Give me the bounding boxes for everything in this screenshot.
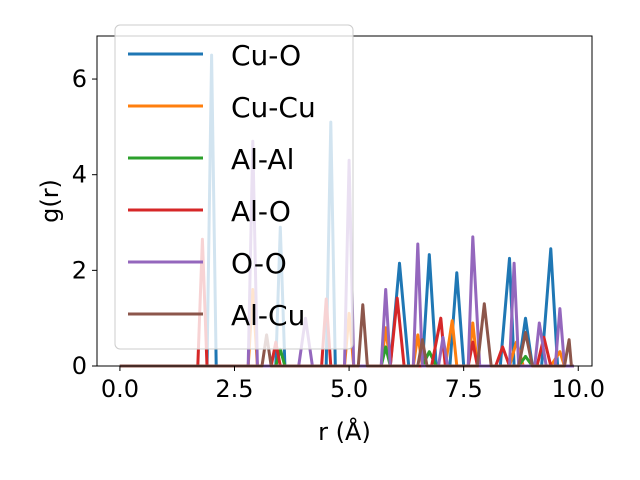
x-tick-label: 0.0 xyxy=(101,375,139,403)
legend: Cu-O Cu-Cu Al-Al Al-O O-O Al-Cu xyxy=(114,24,354,350)
y-axis-ticks: 0 2 4 6 xyxy=(72,65,97,380)
legend-items: Cu-O Cu-Cu Al-Al Al-O O-O Al-Cu xyxy=(128,39,316,332)
x-axis-label: r (Å) xyxy=(318,417,371,446)
y-tick-label: 0 xyxy=(72,352,87,380)
legend-label-o-o: O-O xyxy=(231,247,287,280)
y-tick-label: 4 xyxy=(72,161,87,189)
x-tick-label: 5.0 xyxy=(330,375,368,403)
legend-label-al-cu: Al-Cu xyxy=(231,299,305,332)
legend-label-cu-cu: Cu-Cu xyxy=(231,91,316,124)
y-tick-label: 6 xyxy=(72,65,87,93)
x-tick-label: 10.0 xyxy=(552,375,605,403)
x-axis-ticks: 0.0 2.5 5.0 7.5 10.0 xyxy=(101,366,605,403)
legend-label-al-o: Al-O xyxy=(231,195,291,228)
x-tick-label: 2.5 xyxy=(215,375,253,403)
y-axis-label: g(r) xyxy=(36,179,64,223)
legend-label-al-al: Al-Al xyxy=(231,143,294,176)
y-tick-label: 2 xyxy=(72,256,87,284)
x-tick-label: 7.5 xyxy=(445,375,483,403)
legend-label-cu-o: Cu-O xyxy=(231,39,301,72)
